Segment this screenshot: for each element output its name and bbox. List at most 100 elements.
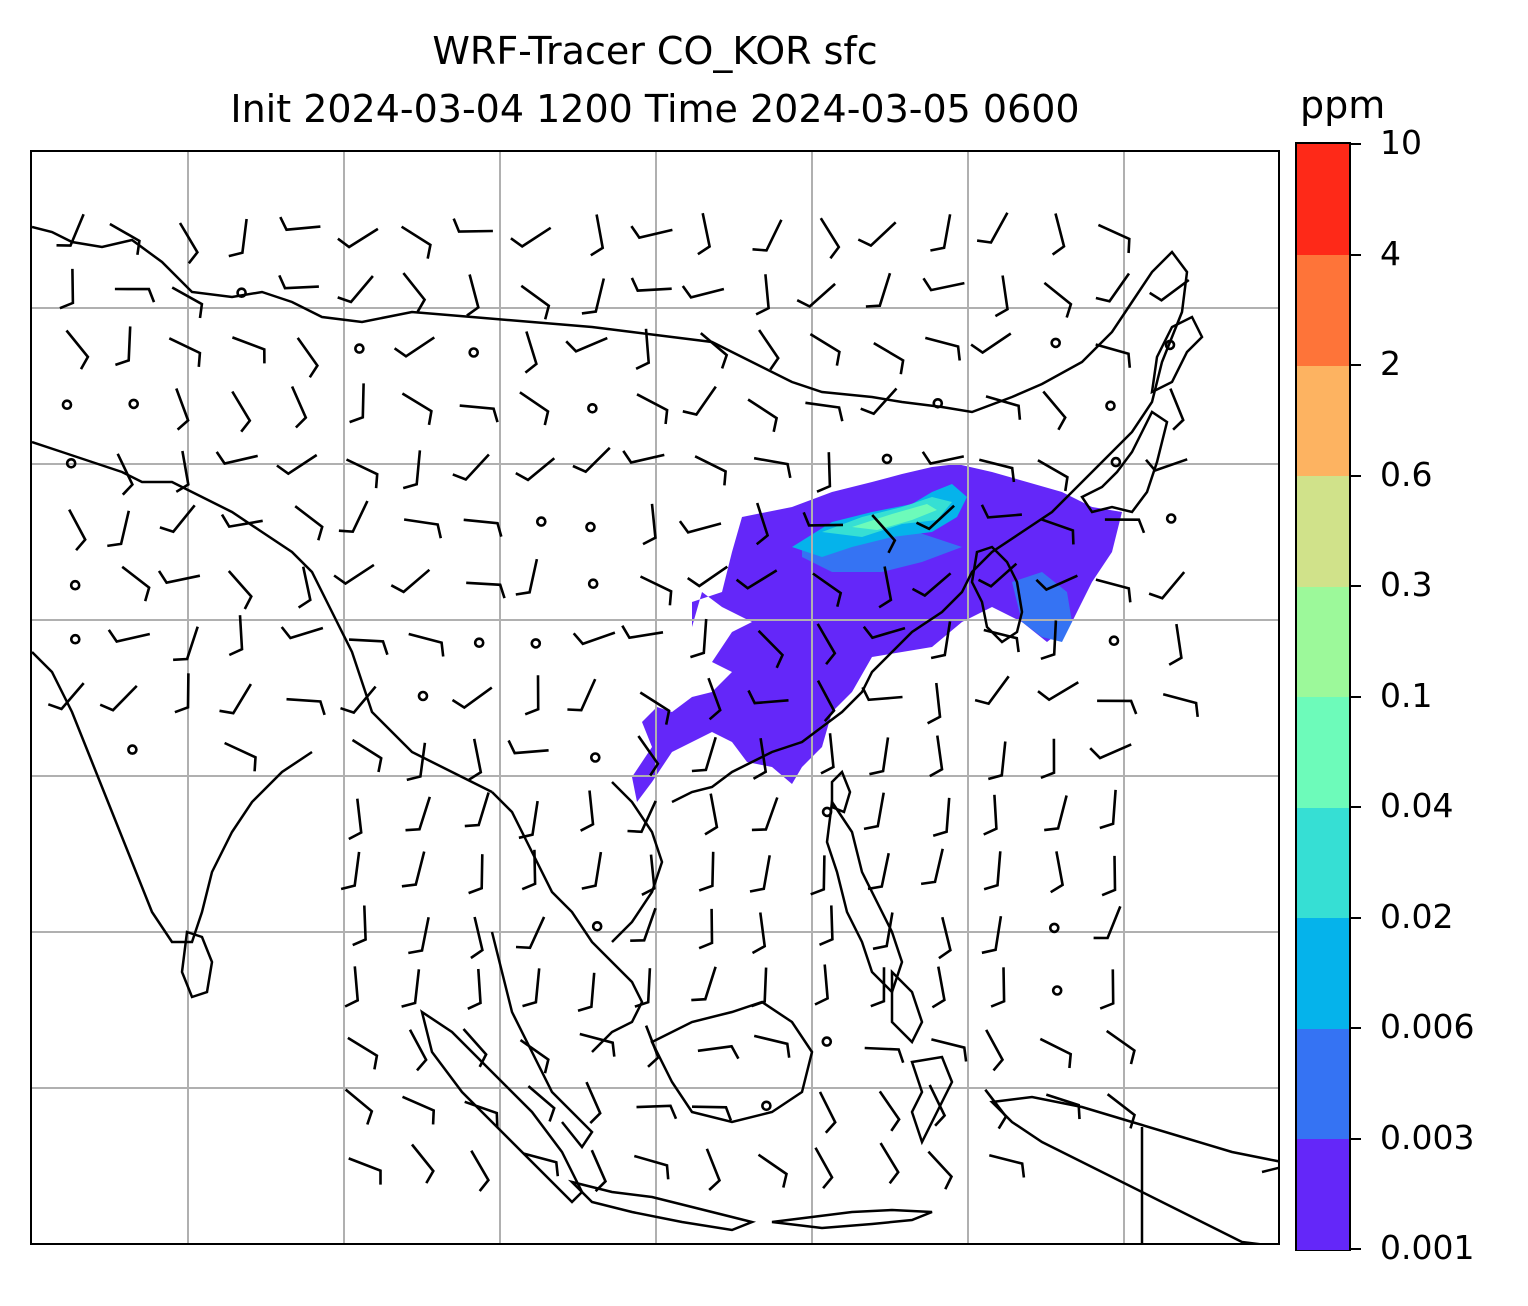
wind-barb xyxy=(1169,388,1185,431)
wind-barb xyxy=(698,851,715,892)
wind-barb xyxy=(698,908,714,950)
wind-barb xyxy=(463,518,503,537)
wind-barb xyxy=(345,458,379,489)
wind-barb xyxy=(927,1150,954,1190)
wind-barb xyxy=(577,972,596,1012)
calm-wind-circle xyxy=(127,744,138,755)
colorbar-segment xyxy=(1297,1028,1349,1140)
wind-barb xyxy=(678,520,722,534)
wind-barb xyxy=(121,565,151,602)
wind-barb xyxy=(168,337,202,368)
colorbar-segment xyxy=(1297,586,1349,698)
wind-barb xyxy=(1149,278,1190,302)
wind-barb xyxy=(865,272,892,308)
wind-barb xyxy=(390,568,431,594)
wind-barb xyxy=(580,790,595,832)
wind-barb xyxy=(175,450,190,493)
wind-barb xyxy=(348,1157,382,1185)
calm-wind-circle xyxy=(821,806,833,818)
wind-barb xyxy=(408,916,430,955)
coastlines xyxy=(32,225,1278,1243)
calm-wind-circle xyxy=(932,398,944,409)
wind-barb xyxy=(820,733,835,775)
wind-barb xyxy=(873,341,905,375)
wind-barb xyxy=(758,329,780,371)
wind-barb xyxy=(1095,343,1132,368)
wind-barb xyxy=(59,268,75,310)
wind-barb xyxy=(65,329,90,370)
calm-wind-circle xyxy=(1164,339,1176,351)
wind-barb xyxy=(567,678,597,712)
wind-barb xyxy=(406,742,427,782)
wind-barb xyxy=(755,274,770,316)
wind-barb xyxy=(644,1025,660,1068)
colorbar-tick xyxy=(1351,1137,1361,1140)
wind-barb xyxy=(585,1081,602,1125)
wind-barb xyxy=(639,691,671,725)
wind-barb xyxy=(47,682,85,711)
colorbar-segment xyxy=(1297,144,1349,256)
wind-barb xyxy=(809,332,841,366)
wind-barb xyxy=(931,1038,968,1062)
wind-barb xyxy=(224,741,257,772)
wind-barb xyxy=(579,1032,616,1057)
colorbar-tick-label: 10 xyxy=(1380,123,1422,162)
wind-barb xyxy=(294,505,324,541)
wind-barb xyxy=(522,968,541,1008)
wind-barb xyxy=(867,852,890,891)
wind-barb xyxy=(749,855,771,893)
wind-barb xyxy=(466,274,480,317)
wind-barb xyxy=(816,623,837,666)
wind-barb xyxy=(922,277,965,292)
wind-barb xyxy=(1042,390,1067,431)
wind-barb xyxy=(1104,518,1146,534)
wind-barb xyxy=(524,331,538,374)
wind-barb xyxy=(56,213,85,247)
wind-barb xyxy=(819,217,841,260)
wind-barb xyxy=(278,274,319,290)
wind-barb xyxy=(630,277,672,292)
wind-barb xyxy=(507,739,549,755)
wind-barb xyxy=(639,575,673,606)
wind-barb xyxy=(470,1150,490,1192)
wind-barb xyxy=(686,565,729,588)
wind-barb xyxy=(408,632,445,657)
wind-barb xyxy=(174,673,190,714)
wind-barb xyxy=(705,1148,722,1191)
wind-barb xyxy=(1145,458,1188,473)
colorbar-tick xyxy=(1351,253,1361,256)
wind-barb xyxy=(805,401,844,422)
map-canvas xyxy=(32,152,1278,1243)
wind-barb xyxy=(296,337,319,379)
wind-barb xyxy=(1040,738,1056,780)
wind-barb xyxy=(984,1088,1008,1130)
wind-barb xyxy=(470,916,484,960)
wind-barb xyxy=(228,218,248,258)
wind-barb xyxy=(1044,795,1068,832)
wind-barb xyxy=(518,800,539,840)
calm-wind-circle xyxy=(1108,635,1120,647)
wind-barb xyxy=(1101,855,1117,897)
wind-barb xyxy=(352,905,367,947)
wind-barb xyxy=(635,328,651,370)
wind-barb xyxy=(818,1091,837,1134)
wind-barb xyxy=(627,800,657,834)
wind-barb xyxy=(747,689,789,705)
map-gridlines xyxy=(32,152,1278,1243)
wind-barb xyxy=(1162,693,1199,718)
wind-barb xyxy=(878,1090,901,1132)
wind-barb xyxy=(930,621,952,660)
colorbar-segment xyxy=(1297,254,1349,366)
plume-level-004 xyxy=(852,504,937,530)
wind-barb xyxy=(1095,578,1132,603)
wind-barb xyxy=(523,1152,560,1177)
colorbar-segment xyxy=(1297,696,1349,808)
wind-barb xyxy=(1168,623,1183,666)
colorbar-tick xyxy=(1351,474,1361,477)
wind-barb xyxy=(924,336,961,361)
wind-barb xyxy=(682,385,717,416)
wind-barb xyxy=(707,677,722,721)
wind-barb xyxy=(802,511,844,527)
wind-barb xyxy=(1040,517,1075,545)
colorbar-unit-label: ppm xyxy=(1300,83,1386,127)
